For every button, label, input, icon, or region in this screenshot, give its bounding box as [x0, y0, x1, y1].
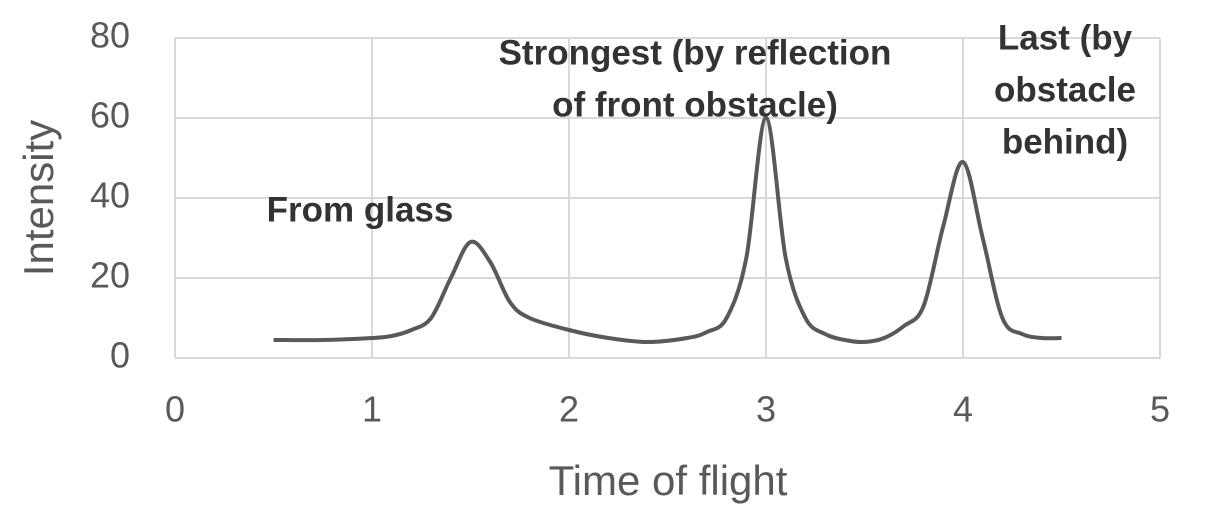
x-tick-label: 5 [1150, 389, 1170, 430]
x-tick-label: 4 [953, 389, 973, 430]
annotation: Last (by [998, 18, 1133, 57]
annotation: Strongest (by reflection [499, 33, 892, 72]
y-tick-label: 40 [90, 175, 130, 216]
y-tick-label: 0 [110, 335, 130, 376]
x-axis-title: Time of flight [549, 457, 788, 504]
annotation: of front obstacle) [552, 85, 838, 124]
y-tick-label: 20 [90, 255, 130, 296]
data-line [273, 116, 1062, 345]
x-tick-label: 3 [756, 389, 776, 430]
y-tick-label: 60 [90, 95, 130, 136]
y-axis-title: Intensity [15, 120, 62, 276]
x-tick-label: 2 [559, 389, 579, 430]
x-tick-label: 1 [362, 389, 382, 430]
annotation: From glass [267, 190, 454, 229]
y-tick-label: 80 [90, 15, 130, 56]
annotation: obstacle [994, 70, 1136, 109]
x-tick-label: 0 [165, 389, 185, 430]
annotation: behind) [1002, 122, 1128, 161]
